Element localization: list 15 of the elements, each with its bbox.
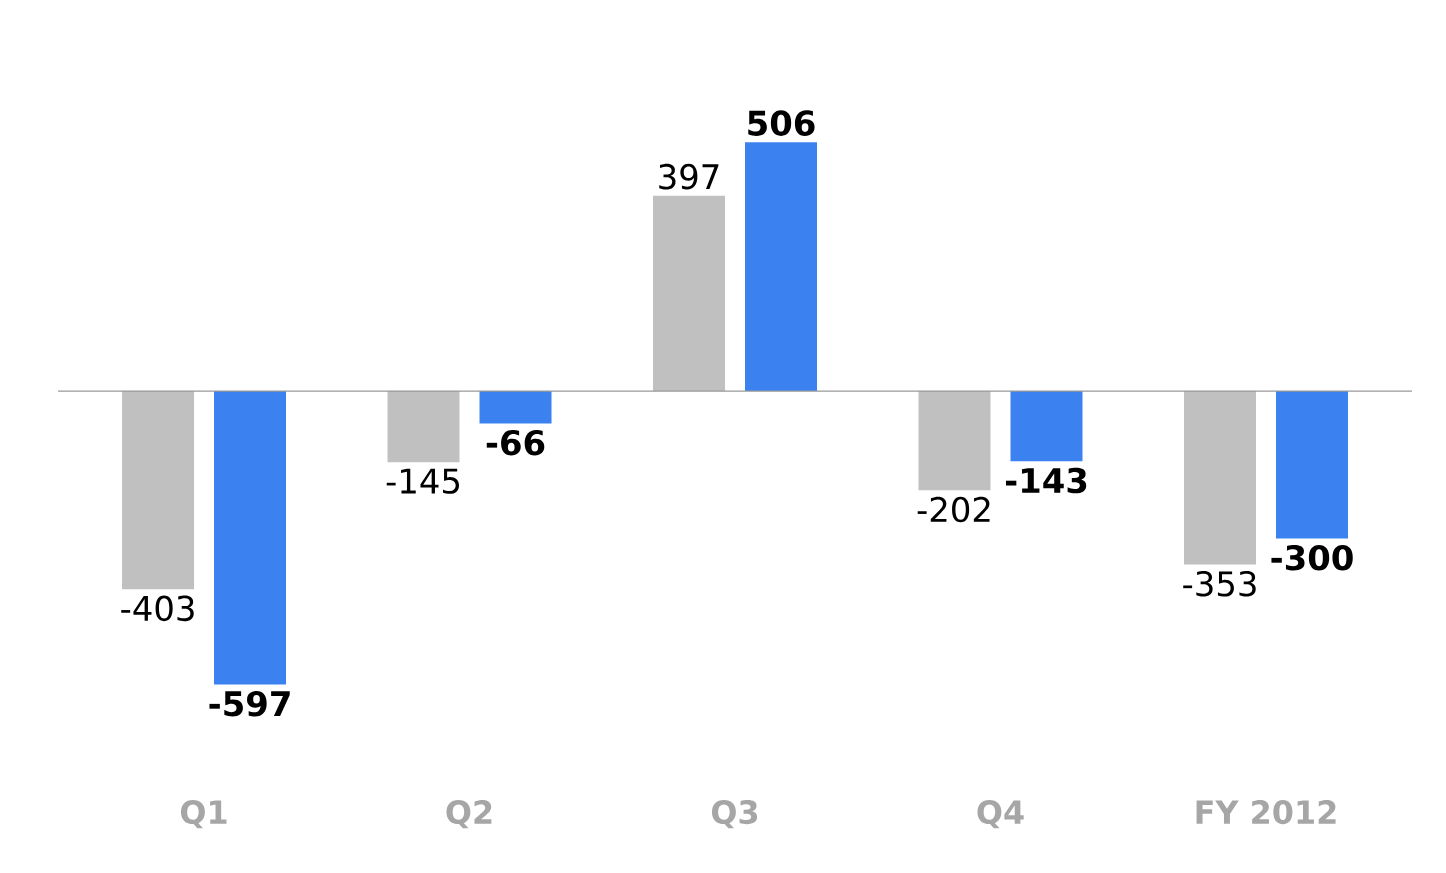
- data-label: -300: [1271, 544, 1353, 571]
- data-label: -597: [209, 690, 290, 717]
- data-label: -145: [386, 468, 459, 494]
- data-label: -202: [917, 496, 990, 523]
- x-tick-label: FY 2012: [1196, 800, 1336, 825]
- x-tick-label: Q4: [977, 800, 1024, 829]
- x-tick-label: Q3: [711, 800, 758, 829]
- x-tick-label: Q1: [180, 800, 227, 829]
- x-tick-label: Q2: [446, 800, 492, 829]
- data-label: -403: [121, 595, 194, 622]
- data-label: -66: [486, 429, 545, 456]
- data-label: 506: [748, 110, 815, 136]
- data-label: 397: [659, 163, 719, 190]
- data-label: -353: [1183, 570, 1256, 597]
- data-label: -143: [1005, 467, 1087, 494]
